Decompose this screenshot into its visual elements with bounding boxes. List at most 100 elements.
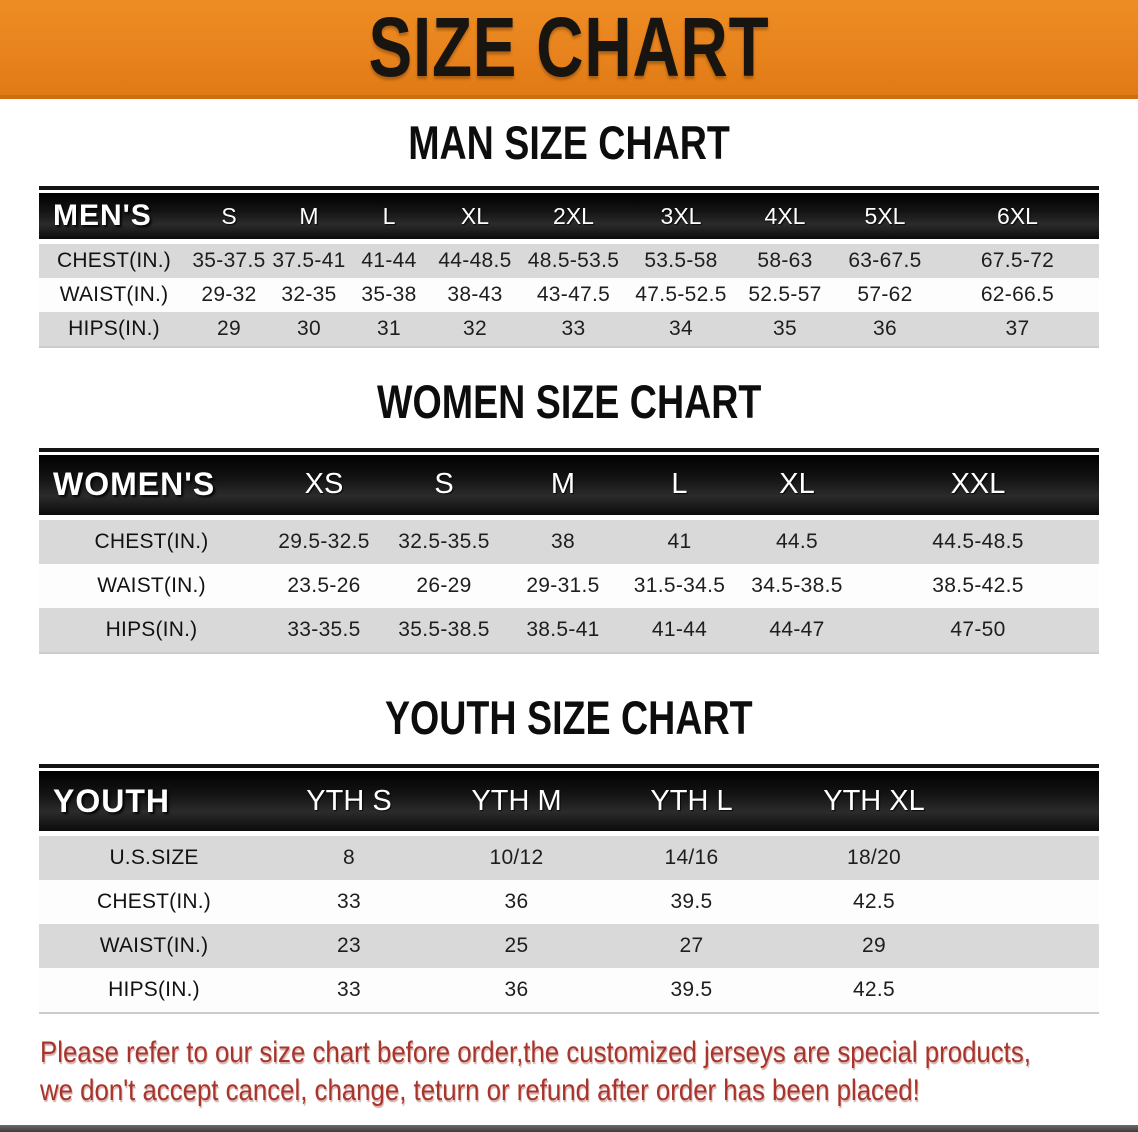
data-cell: 37.5-41 (272, 249, 346, 273)
data-cell: 35-38 (361, 283, 417, 307)
data-cell: 62-66.5 (980, 283, 1055, 307)
column-header: XL (460, 202, 490, 229)
table-title: MEN'S (53, 199, 152, 233)
data-cell: 31.5-34.5 (633, 573, 726, 597)
data-cell: 43-47.5 (536, 283, 611, 307)
data-cell: 42.5 (852, 890, 896, 914)
disclaimer-line-2: we don't accept cancel, change, teturn o… (40, 1074, 920, 1108)
table-header-row: YOUTH YTH S YTH M YTH L YTH XL (39, 771, 1099, 837)
data-cell: 29-31.5 (526, 573, 600, 597)
data-cell: 41 (667, 529, 692, 553)
row-label: HIPS(IN.) (108, 978, 200, 1002)
table-header-row: WOMEN'S XS S M L XL XXL (39, 454, 1099, 520)
data-cell: 47.5-52.5 (635, 283, 727, 307)
column-header: XXL (950, 468, 1006, 501)
data-cell: 67.5-72 (980, 249, 1055, 273)
table-row: WAIST(IN.) 29-32 32-35 35-38 38-43 43-47.5 47.… (39, 278, 1099, 313)
column-header: L (382, 202, 396, 229)
data-cell: 23.5-26 (287, 573, 361, 597)
table-row: CHEST(IN.) 35-37.5 37.5-41 41-44 44-48.5 48.5… (39, 244, 1099, 279)
data-cell: 38.5-41 (526, 617, 600, 641)
data-cell: 35-37.5 (192, 249, 266, 273)
data-cell: 23 (337, 934, 361, 958)
column-header: M (550, 468, 576, 501)
row-label: CHEST(IN.) (94, 529, 209, 553)
data-cell: 57-62 (857, 283, 913, 307)
women-section-heading-text: WOMEN SIZE CHART (376, 375, 762, 429)
data-cell: 53.5-58 (644, 249, 718, 273)
data-cell: 27 (679, 934, 704, 958)
men-section-heading-text: MAN SIZE CHART (408, 116, 730, 169)
data-cell: 31 (377, 317, 401, 341)
row-label: CHEST(IN.) (57, 249, 171, 273)
data-cell: 38-43 (447, 283, 503, 307)
table-row: HIPS(IN.) 33 36 39.5 42.5 (39, 968, 1099, 1013)
data-cell: 34 (669, 317, 693, 341)
data-cell: 52.5-57 (748, 283, 822, 307)
data-cell: 32.5-35.5 (398, 529, 490, 553)
data-cell: 35 (773, 317, 797, 341)
data-cell: 33-35.5 (287, 617, 361, 641)
row-label: CHEST(IN.) (97, 890, 211, 914)
row-label: U.S.SIZE (109, 846, 199, 870)
data-cell: 32-35 (281, 283, 337, 307)
column-header: XS (304, 468, 344, 501)
table-title: WOMEN'S (53, 466, 216, 503)
data-cell: 39.5 (670, 890, 713, 914)
data-cell: 38 (551, 529, 575, 553)
column-header: L (671, 468, 688, 501)
data-cell: 42.5 (852, 978, 896, 1002)
banner: SIZE CHART (0, 0, 1138, 99)
data-cell: 33 (337, 890, 361, 914)
column-header: 3XL (660, 202, 702, 229)
column-header: YTH M (471, 784, 562, 817)
data-cell: 37 (1005, 317, 1030, 341)
row-label: HIPS(IN.) (68, 317, 160, 341)
data-cell: 58-63 (757, 249, 813, 273)
column-header: XL (779, 468, 815, 501)
column-header: S (221, 202, 237, 229)
data-cell: 10/12 (489, 846, 544, 870)
table-row: WAIST(IN.) 23 25 27 29 (39, 924, 1099, 969)
data-cell: 33 (337, 978, 361, 1002)
banner-title: SIZE CHART (368, 0, 770, 94)
column-header: M (299, 202, 319, 229)
data-cell: 44-47 (769, 617, 825, 641)
data-cell: 18/20 (846, 846, 902, 870)
column-header: S (434, 468, 454, 501)
row-label: WAIST(IN.) (99, 934, 209, 958)
column-header: 6XL (997, 202, 1038, 229)
data-cell: 33 (561, 317, 586, 341)
table-row: U.S.SIZE 8 10/12 14/16 18/20 (39, 836, 1099, 881)
table-title: YOUTH (53, 782, 170, 819)
data-cell: 36 (504, 890, 529, 914)
disclaimer: Please refer to our size chart before or… (40, 1034, 1138, 1110)
data-cell: 36 (873, 317, 897, 341)
column-header: YTH S (306, 784, 392, 817)
data-cell: 44.5 (775, 529, 819, 553)
data-cell: 44.5-48.5 (932, 529, 1024, 553)
data-cell: 48.5-53.5 (527, 249, 620, 273)
data-cell: 47-50 (950, 617, 1006, 641)
table-row: CHEST(IN.) 33 36 39.5 42.5 (39, 880, 1099, 925)
table-row: HIPS(IN.) 33-35.5 35.5-38.5 38.5-41 41-44 44-… (39, 607, 1099, 652)
data-cell: 30 (297, 317, 321, 341)
data-cell: 29.5-32.5 (278, 529, 370, 553)
column-header: 4XL (764, 202, 806, 229)
table-header-row: MEN'S S M L XL 2XL 3XL 4XL 5XL 6XL (39, 193, 1099, 245)
men-size-table: MEN'S S M L XL 2XL 3XL 4XL 5XL 6XL CHEST(IN.) 35-37… (39, 186, 1099, 348)
bottom-edge-strip (0, 1125, 1138, 1132)
column-header: 2XL (553, 202, 594, 229)
disclaimer-line-1: Please refer to our size chart before or… (40, 1036, 1031, 1070)
data-cell: 29 (217, 317, 241, 341)
data-cell: 29-32 (201, 283, 257, 307)
youth-size-table: YOUTH YTH S YTH M YTH L YTH XL U.S.SIZE 8 10/12… (39, 764, 1099, 1014)
row-label: HIPS(IN.) (105, 617, 198, 641)
data-cell: 14/16 (664, 846, 719, 870)
row-label: WAIST(IN.) (97, 573, 206, 597)
men-section-heading: MAN SIZE CHART (0, 115, 1138, 170)
youth-section-heading: YOUTH SIZE CHART (0, 690, 1138, 745)
data-cell: 25 (504, 934, 529, 958)
women-size-table: WOMEN'S XS S M L XL XXL CHEST(IN.) 29.5-32.5 32.5… (39, 448, 1099, 654)
